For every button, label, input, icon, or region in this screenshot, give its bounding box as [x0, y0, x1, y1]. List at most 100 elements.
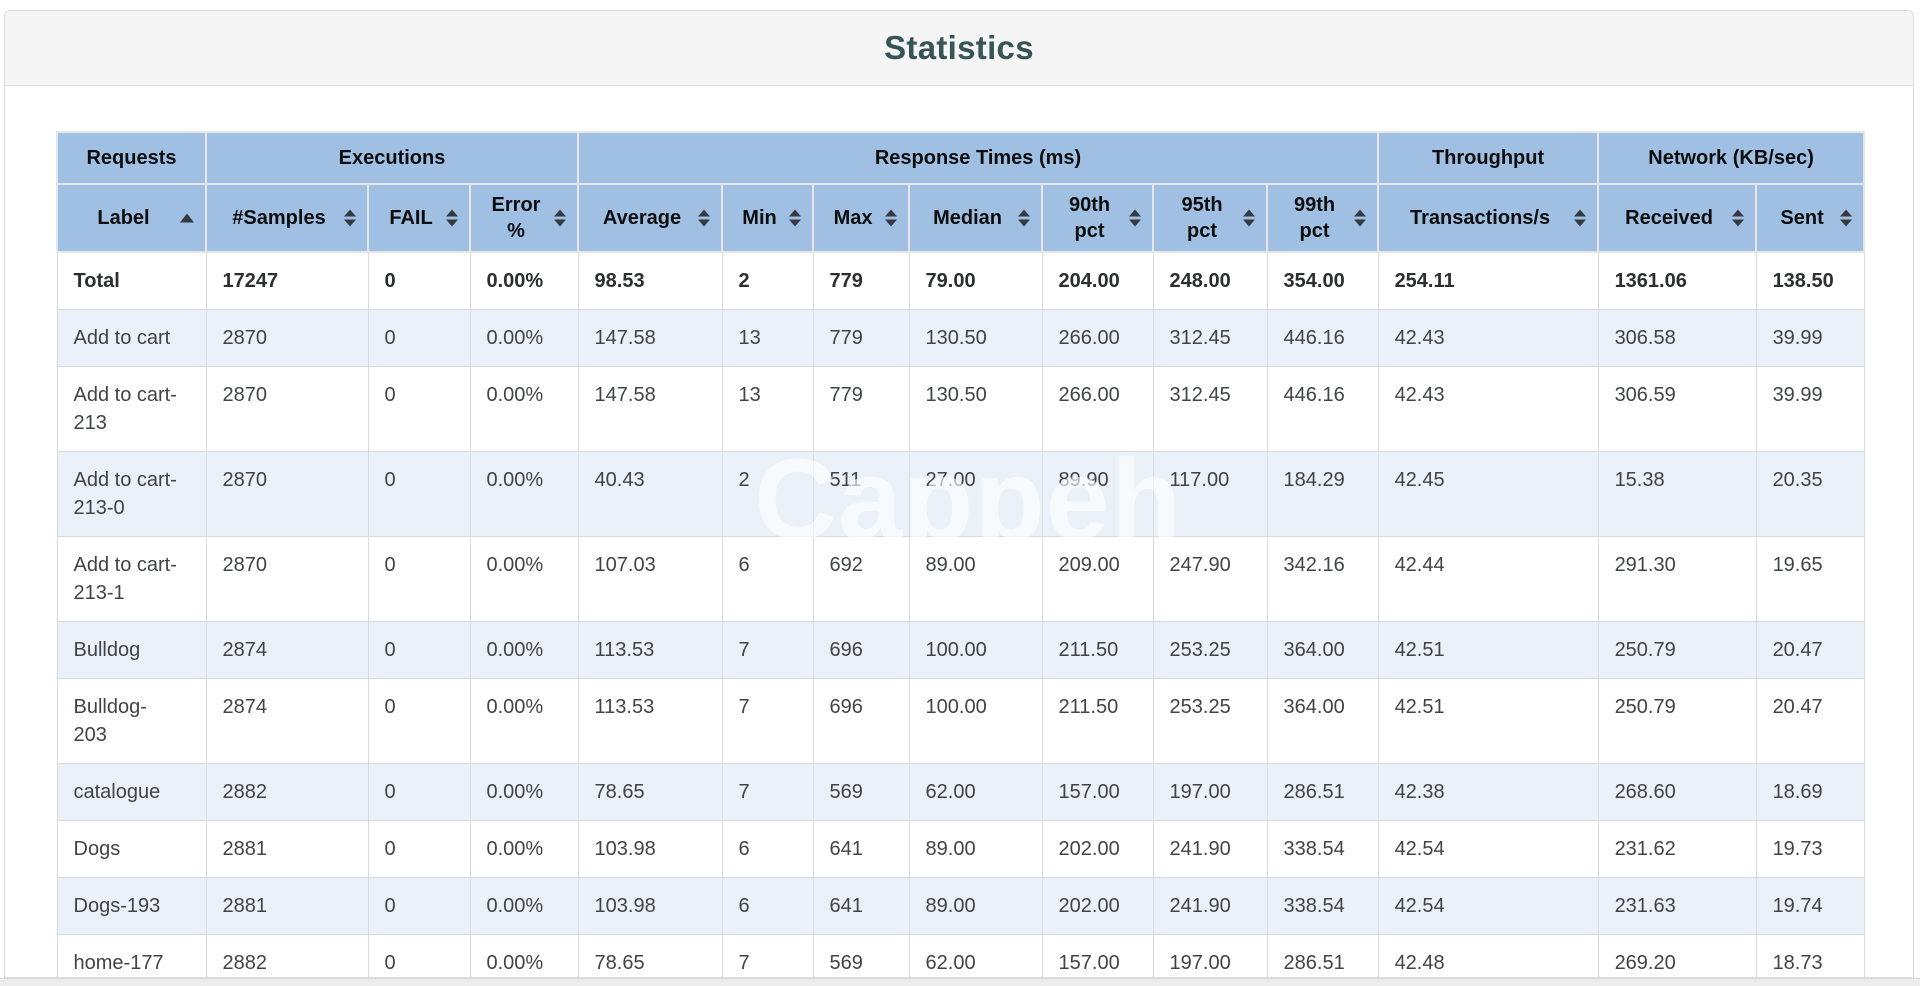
column-header-average[interactable]: Average	[577, 183, 724, 253]
value-cell: 130.50	[908, 309, 1043, 367]
triangle-down-icon	[1354, 219, 1367, 227]
label-cell: Add to cart-213	[56, 366, 207, 452]
total-row: Total 17247 0 0.00% 98.53 2 779 79.00 204.00 248.…	[56, 251, 1865, 310]
row-label: Bulldog-203	[73, 696, 147, 746]
panel-header: Statistics	[5, 11, 1913, 86]
value-cell: 184.29	[1266, 451, 1379, 537]
value-cell: 2870	[205, 536, 369, 622]
column-header-error[interactable]: Error %	[468, 183, 580, 253]
value-cell: 2	[721, 251, 814, 310]
row-label: catalogue	[73, 781, 161, 803]
value-cell: 39.99	[1755, 309, 1865, 367]
label-cell: Add to cart-213-0	[56, 451, 207, 537]
value-cell: 117.00	[1152, 451, 1268, 537]
value-cell: 569	[812, 934, 910, 977]
triangle-down-icon	[446, 219, 458, 227]
column-header-samples[interactable]: #Samples	[205, 183, 369, 253]
column-header-95th-pct[interactable]: 95th pct	[1152, 183, 1269, 253]
column-header-sent[interactable]: Sent	[1755, 183, 1866, 253]
label-cell: Bulldog	[56, 621, 207, 679]
row-label: home-177	[73, 952, 164, 974]
value-cell: 17247	[205, 251, 369, 310]
column-group-executions: Executions	[204, 131, 580, 185]
value-cell: 103.98	[577, 877, 723, 935]
value-cell: 247.90	[1152, 536, 1268, 622]
value-cell: 42.44	[1377, 536, 1599, 622]
column-header-90th-pct[interactable]: 90th pct	[1041, 183, 1155, 253]
label-cell: Dogs	[56, 820, 207, 878]
column-header-label: #Samples	[232, 207, 326, 229]
value-cell: 2881	[205, 820, 369, 878]
value-cell: 0	[367, 536, 471, 622]
value-cell: 641	[812, 820, 910, 878]
value-cell: 446.16	[1266, 366, 1379, 452]
column-header-label: Sent	[1780, 207, 1824, 229]
sort-both-icon	[1840, 209, 1853, 227]
triangle-up-icon	[1574, 209, 1587, 217]
sort-both-icon	[698, 209, 711, 227]
value-cell: 0.00%	[469, 451, 579, 537]
value-cell: 78.65	[577, 763, 723, 821]
value-cell: 20.35	[1755, 451, 1865, 537]
table-row: Bulldog-203 2874 0 0.00% 113.53 7 696 100.00 211…	[56, 678, 1865, 764]
column-header-99th-pct[interactable]: 99th pct	[1266, 183, 1380, 253]
value-cell: 100.00	[908, 678, 1043, 764]
value-cell: 0.00%	[469, 309, 579, 367]
value-cell: 0	[367, 621, 471, 679]
triangle-down-icon	[698, 219, 711, 227]
value-cell: 157.00	[1041, 934, 1154, 977]
value-cell: 62.00	[908, 763, 1043, 821]
value-cell: 0	[367, 934, 471, 977]
table-row: Add to cart 2870 0 0.00% 147.58 13 779 130.50 26…	[56, 309, 1865, 367]
value-cell: 20.47	[1755, 678, 1865, 764]
column-header-max[interactable]: Max	[812, 183, 911, 253]
label-cell: Bulldog-203	[56, 678, 207, 764]
value-cell: 209.00	[1041, 536, 1154, 622]
value-cell: 0	[367, 251, 471, 310]
value-cell: 0.00%	[469, 251, 579, 310]
column-header-label: 95th pct	[1181, 194, 1223, 242]
value-cell: 202.00	[1041, 877, 1154, 935]
value-cell: 312.45	[1152, 309, 1268, 367]
triangle-up-icon	[1354, 209, 1367, 217]
value-cell: 266.00	[1041, 309, 1154, 367]
row-label: Dogs	[73, 838, 121, 860]
column-header-transactions-s[interactable]: Transactions/s	[1377, 183, 1600, 253]
row-label: Add to cart-213-1	[73, 554, 177, 604]
value-cell: 42.51	[1377, 621, 1599, 679]
value-cell: 0	[367, 763, 471, 821]
value-cell: 130.50	[908, 366, 1043, 452]
value-cell: 138.50	[1755, 251, 1865, 310]
value-cell: 62.00	[908, 934, 1043, 977]
column-header-min[interactable]: Min	[721, 183, 815, 253]
value-cell: 0	[367, 877, 471, 935]
column-header-label[interactable]: Label	[56, 183, 207, 253]
column-header-received[interactable]: Received	[1597, 183, 1758, 253]
value-cell: 269.20	[1597, 934, 1757, 977]
column-header-label: Received	[1625, 207, 1713, 229]
triangle-up-icon	[446, 209, 458, 217]
value-cell: 98.53	[577, 251, 723, 310]
column-header-fail[interactable]: FAIL	[367, 183, 471, 253]
triangle-down-icon	[1129, 219, 1142, 227]
value-cell: 364.00	[1266, 678, 1379, 764]
value-cell: 692	[812, 536, 910, 622]
table-row: Add to cart-213-1 2870 0 0.00% 107.03 6 692 89.…	[56, 536, 1865, 622]
value-cell: 147.58	[577, 366, 723, 452]
value-cell: 0.00%	[469, 366, 579, 452]
triangle-up-icon	[344, 209, 356, 217]
value-cell: 107.03	[577, 536, 723, 622]
column-header-median[interactable]: Median	[908, 183, 1044, 253]
table-head: Requests Executions Response Times (ms) Thr…	[56, 131, 1866, 253]
value-cell: 0	[367, 366, 471, 452]
panel-body: Requests Executions Response Times (ms) Thr…	[5, 86, 1913, 977]
triangle-up-icon	[554, 209, 567, 217]
value-cell: 354.00	[1266, 251, 1379, 310]
value-cell: 40.43	[577, 451, 723, 537]
value-cell: 0.00%	[469, 678, 579, 764]
triangle-down-icon	[1018, 219, 1031, 227]
value-cell: 250.79	[1597, 621, 1757, 679]
table-row: Add to cart-213 2870 0 0.00% 147.58 13 779 130.…	[56, 366, 1865, 452]
value-cell: 202.00	[1041, 820, 1154, 878]
value-cell: 42.43	[1377, 309, 1599, 367]
